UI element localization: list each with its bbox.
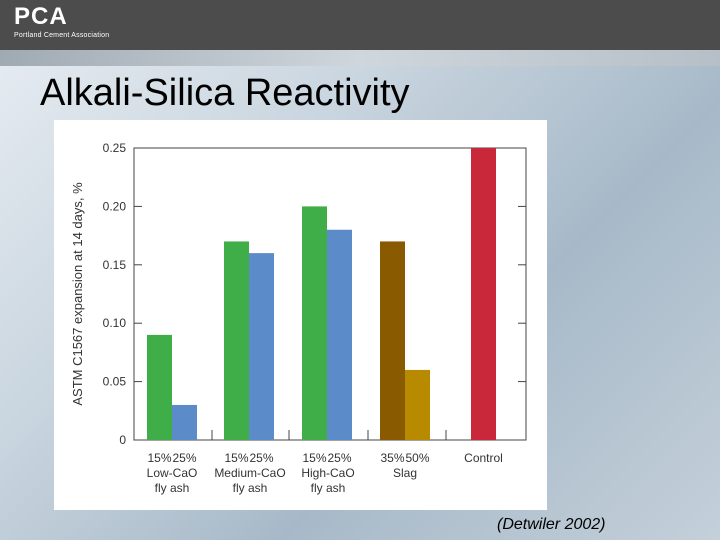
bar [302,206,327,440]
bar-label: 25% [249,451,273,465]
bar [172,404,197,440]
bar [471,148,496,440]
logo-caption: Portland Cement Association [14,32,110,39]
y-tick-label: 0.15 [103,258,127,272]
bar [249,253,274,440]
category-label: High-CaO [301,466,354,480]
y-axis-label: ASTM C1567 expansion at 14 days, % [70,182,85,406]
bar-label: 25% [327,451,351,465]
bar [380,241,405,440]
category-label: fly ash [155,481,190,495]
y-tick-label: 0.20 [103,199,127,213]
bar-label: 15% [302,451,326,465]
category-label: Slag [393,466,417,480]
bar-label: 35% [380,451,404,465]
bar-label: 15% [224,451,248,465]
bar-label: 50% [405,451,429,465]
bar [405,369,430,440]
logo-mark: PCA [14,3,68,30]
category-label: Medium-CaO [214,466,285,480]
category-label: fly ash [311,481,346,495]
bar [224,241,249,440]
y-tick-label: 0 [119,433,126,447]
y-tick-label: 0.10 [103,316,127,330]
category-label: Low-CaO [147,466,198,480]
bar [147,334,172,440]
bar-chart: 0 0.05 0.10 0.15 0.20 0.25 ASTM C1567 expansio… [70,141,527,495]
bar [327,229,352,440]
citation: (Detwiler 2002) [497,516,606,533]
bar-label: 15% [147,451,171,465]
pca-logo: PCA Portland Cement Association [14,4,109,40]
bar-label: 25% [172,451,196,465]
decorative-band [0,50,720,66]
y-tick-label: 0.05 [103,375,127,389]
chart-panel: 0 0.05 0.10 0.15 0.20 0.25 ASTM C1567 expansio… [54,120,547,510]
header-bar: PCA Portland Cement Association [0,0,720,50]
slide-title: Alkali-Silica Reactivity [40,72,410,114]
y-tick-label: 0.25 [103,141,127,155]
bar-label: Control [464,451,503,465]
category-label: fly ash [233,481,268,495]
